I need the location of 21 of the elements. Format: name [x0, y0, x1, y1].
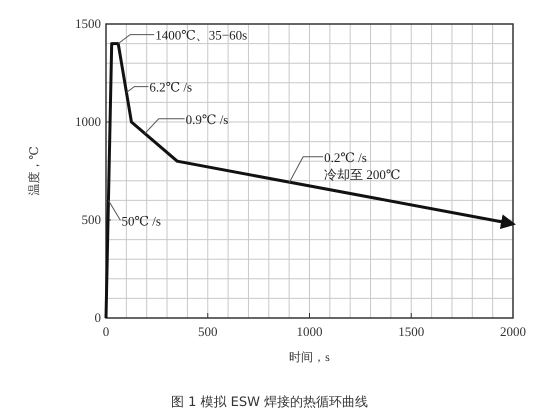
annotation: 1400℃、35−60s [155, 28, 248, 43]
annotation: 0.2℃ /s 冷却至 200℃ [324, 150, 400, 182]
annotation: 1400℃、35−60s [118, 28, 248, 44]
annotation: 50℃ /s [121, 213, 161, 228]
x-tick-label: 1000 [296, 324, 322, 339]
y-tick-label: 1500 [75, 16, 101, 31]
text: 图 1 模拟 ESW 焊接的热循环曲线 [170, 395, 368, 410]
annotation: 0.9℃ /s [144, 112, 228, 134]
y-tick-label: 1000 [75, 114, 101, 129]
y-tick-label: 0 [94, 310, 101, 325]
x-tick-label: 2000 [500, 324, 526, 339]
x-tick-label: 1500 [398, 324, 424, 339]
y-tick-label: 500 [82, 212, 101, 227]
annotation: 0.9℃ /s [186, 112, 228, 127]
x-axis-title: 时间，s [289, 350, 330, 364]
annotation: 6.2℃ /s [149, 80, 192, 95]
y-axis-title: 温度，℃ [27, 146, 41, 196]
annotation: 0.2℃ /s 冷却至 200℃ [288, 150, 400, 184]
x-tick-label: 500 [198, 324, 218, 339]
annotation: 50℃ /s [108, 200, 161, 228]
annotation: 6.2℃ /s [126, 80, 192, 95]
